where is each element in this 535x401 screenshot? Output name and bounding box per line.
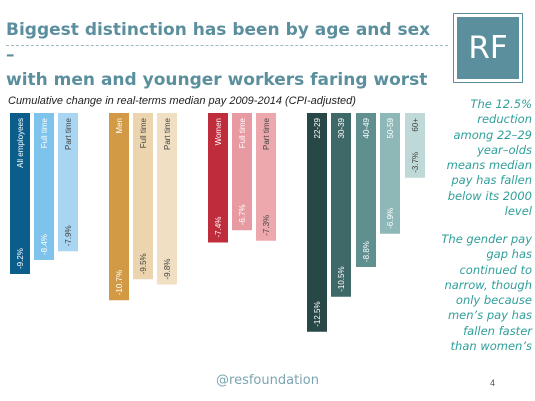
bar-6-part-time xyxy=(157,113,177,285)
slide-title-line1: Biggest distinction has been by age and … xyxy=(6,20,431,65)
category-label-8: Full time xyxy=(238,117,247,148)
value-label-8: -6.7% xyxy=(238,204,247,225)
category-label-11: 30-39 xyxy=(337,117,346,138)
title-divider xyxy=(6,45,448,46)
value-label-6: -9.8% xyxy=(163,259,172,280)
bar-13-50-59 xyxy=(380,113,400,234)
value-label-2: -8.4% xyxy=(40,234,49,255)
bar-7-women xyxy=(208,113,228,243)
bar-1-all-employees xyxy=(10,113,30,274)
category-label-7: Women xyxy=(214,118,223,145)
category-label-12: 40-49 xyxy=(362,117,371,138)
bar-11-30-39 xyxy=(331,113,351,297)
bar-8-full-time xyxy=(232,113,252,231)
category-label-1: All employees xyxy=(16,118,25,168)
category-label-3: Part time xyxy=(64,117,73,150)
bar-2-full-time xyxy=(34,113,54,260)
bar-12-40-49 xyxy=(356,113,376,267)
bar-14-60 xyxy=(405,113,425,178)
bar-10-22-29 xyxy=(307,113,327,332)
value-label-5: -9.5% xyxy=(139,253,148,274)
value-label-10: -12.5% xyxy=(313,301,322,326)
value-label-13: -6.9% xyxy=(386,208,395,229)
bar-4-men xyxy=(109,113,129,301)
page-number: 4 xyxy=(490,378,496,388)
category-label-5: Full time xyxy=(139,117,148,148)
slide-title: Biggest distinction has been by age and … xyxy=(6,18,436,93)
value-label-11: -10.5% xyxy=(337,266,346,291)
bar-3-part-time xyxy=(58,113,78,252)
footer-handle: @resfoundation xyxy=(216,373,319,388)
note-age: The 12.5% reduction among 22–29 year–old… xyxy=(446,97,532,219)
chart-subtitle: Cumulative change in real-terms median p… xyxy=(8,95,356,107)
value-label-4: -10.7% xyxy=(115,270,124,295)
value-label-14: -3.7% xyxy=(411,152,420,173)
value-label-7: -7.4% xyxy=(214,217,223,238)
category-label-14: 60+ xyxy=(411,118,420,132)
bar-5-full-time xyxy=(133,113,153,280)
category-label-6: Part time xyxy=(163,117,172,150)
note-gender: The gender pay gap has continued to narr… xyxy=(441,232,532,354)
value-label-9: -7.3% xyxy=(262,215,271,236)
category-label-2: Full time xyxy=(40,117,49,148)
value-label-1: -9.2% xyxy=(16,248,25,269)
category-label-4: Men xyxy=(115,118,124,134)
category-label-13: 50-59 xyxy=(386,117,395,138)
bar-9-part-time xyxy=(256,113,276,241)
category-label-9: Part time xyxy=(262,117,271,150)
value-label-12: -8.8% xyxy=(362,241,371,262)
value-label-3: -7.9% xyxy=(64,225,73,246)
category-label-10: 22-29 xyxy=(313,117,322,138)
rf-logo: RF xyxy=(453,13,523,83)
slide-title-line2: with men and younger workers faring wors… xyxy=(6,70,428,90)
